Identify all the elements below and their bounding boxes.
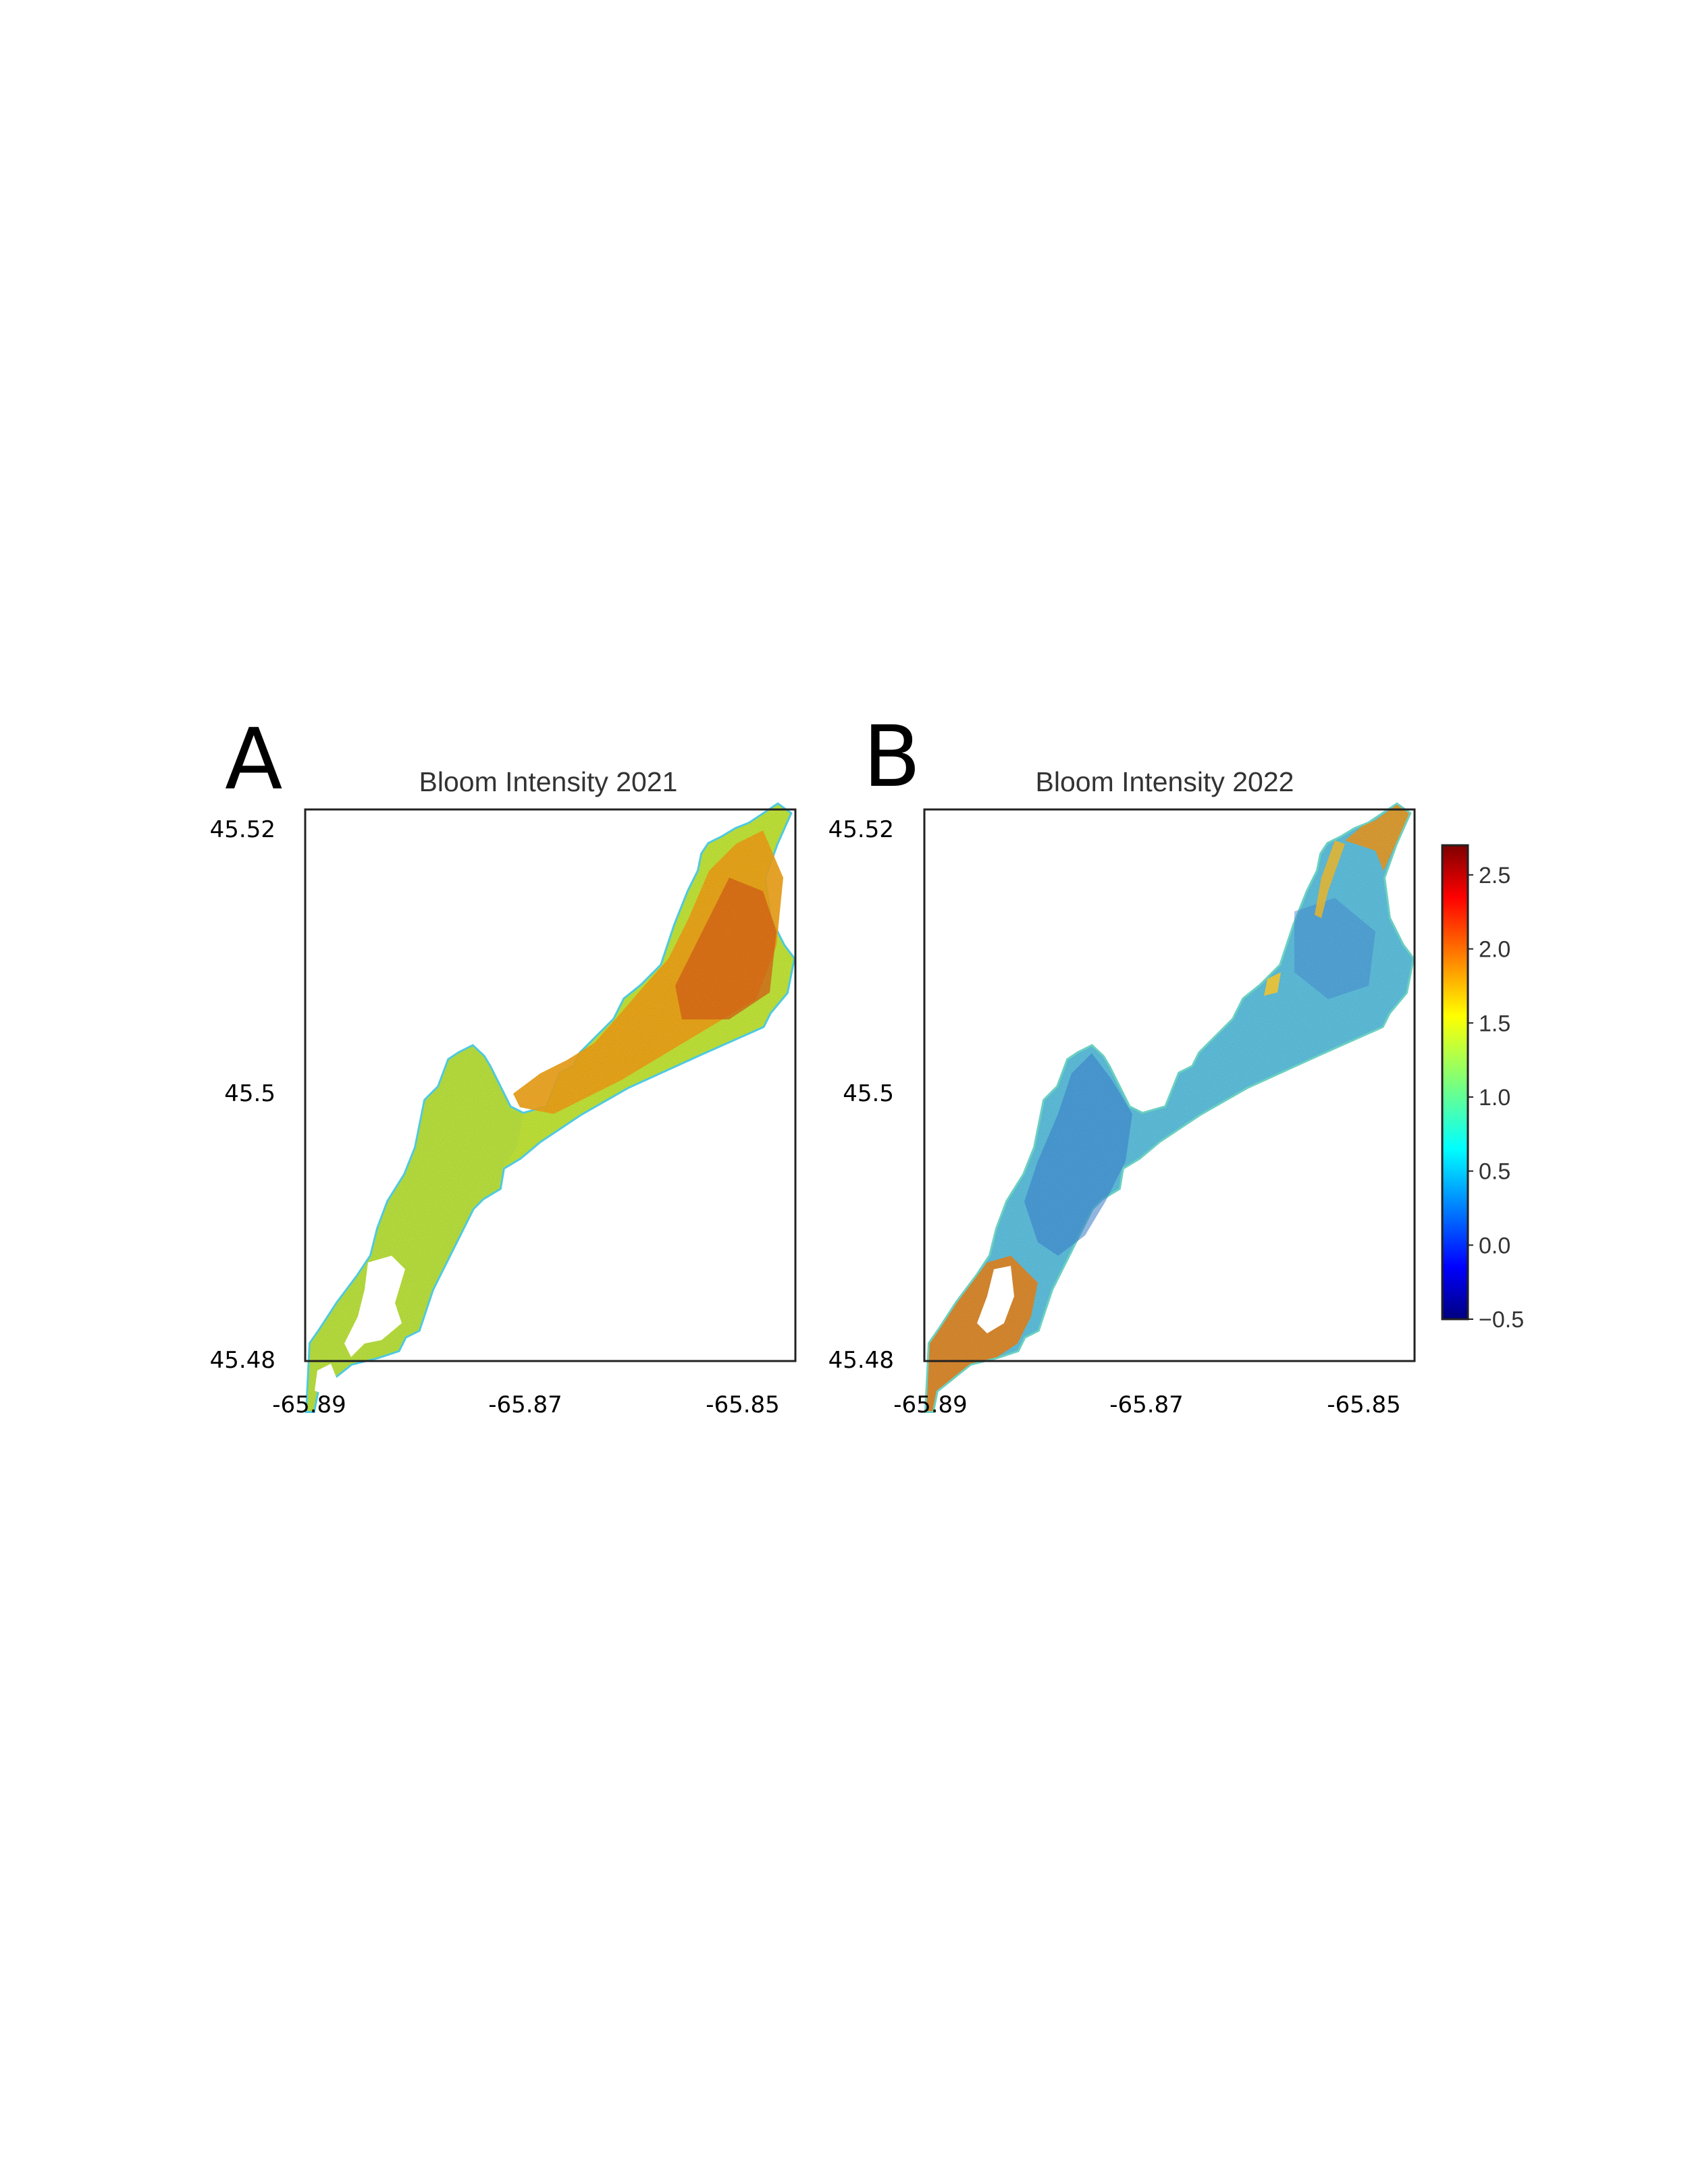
panel-b-lat-tick: 45.48: [828, 1347, 894, 1374]
colorbar-tick-label: 0.5: [1479, 1159, 1510, 1185]
panel-b-lat-tick: 45.5: [843, 1080, 894, 1107]
panel-a-lat-tick: 45.52: [210, 816, 275, 843]
panel-b-lon-tick: -65.85: [1327, 1391, 1401, 1418]
panel-a-lat-tick: 45.48: [210, 1347, 275, 1374]
panel-a-lat-tick: 45.5: [224, 1080, 275, 1107]
panel-a-lon-tick: -65.87: [488, 1391, 562, 1418]
panel-a-land-gap: [344, 1256, 405, 1357]
colorbar-tick-label: 2.0: [1479, 937, 1510, 963]
panel-b-letter: B: [863, 708, 921, 806]
panel-b-lon-tick: -65.89: [893, 1391, 968, 1418]
panel-a-letter: A: [225, 711, 283, 809]
panel-a-lon-tick: -65.85: [706, 1391, 780, 1418]
panel-a-high-intensity-region: [513, 830, 783, 1114]
panel-b-hotspot-northeast: [1345, 805, 1409, 871]
panel-a-map: [307, 805, 793, 1411]
panel-a-land-gap: [315, 1364, 338, 1394]
panel-b-title: Bloom Intensity 2022: [1036, 766, 1294, 797]
panel-b-low-intensity-region: [1024, 1053, 1132, 1256]
colorbar-ticks: 2.5 2.0 1.5 1.0 0.5 0.0 −0.5: [1468, 863, 1524, 1333]
panel-a-title: Bloom Intensity 2021: [419, 766, 678, 797]
colorbar: 2.5 2.0 1.5 1.0 0.5 0.0 −0.5: [1441, 844, 1524, 1333]
colorbar-tick-label: −0.5: [1479, 1307, 1524, 1333]
panel-a-lon-tick: -65.89: [272, 1391, 346, 1418]
panel-b-warm-edge: [1264, 972, 1281, 996]
colorbar-tick-label: 2.5: [1479, 863, 1510, 888]
panel-a-peak-intensity-region: [675, 878, 776, 1019]
panel-b-warm-edge: [1315, 841, 1345, 918]
colorbar-tick-label: 1.5: [1479, 1011, 1510, 1036]
colorbar-gradient: [1441, 844, 1469, 1321]
panel-a-green-margin: [307, 1046, 523, 1411]
panel-b-low-intensity-region: [1294, 898, 1375, 999]
panel-b-land-gap: [977, 1266, 1014, 1333]
panel-b-lon-tick: -65.87: [1109, 1391, 1184, 1418]
panel-b-map: [926, 805, 1413, 1411]
panel-a-frame: [304, 808, 797, 1362]
colorbar-tick-label: 0.0: [1479, 1233, 1510, 1258]
panel-b-frame: [923, 808, 1416, 1362]
colorbar-tick-label: 1.0: [1479, 1085, 1510, 1111]
panel-b-lat-tick: 45.52: [828, 816, 894, 843]
